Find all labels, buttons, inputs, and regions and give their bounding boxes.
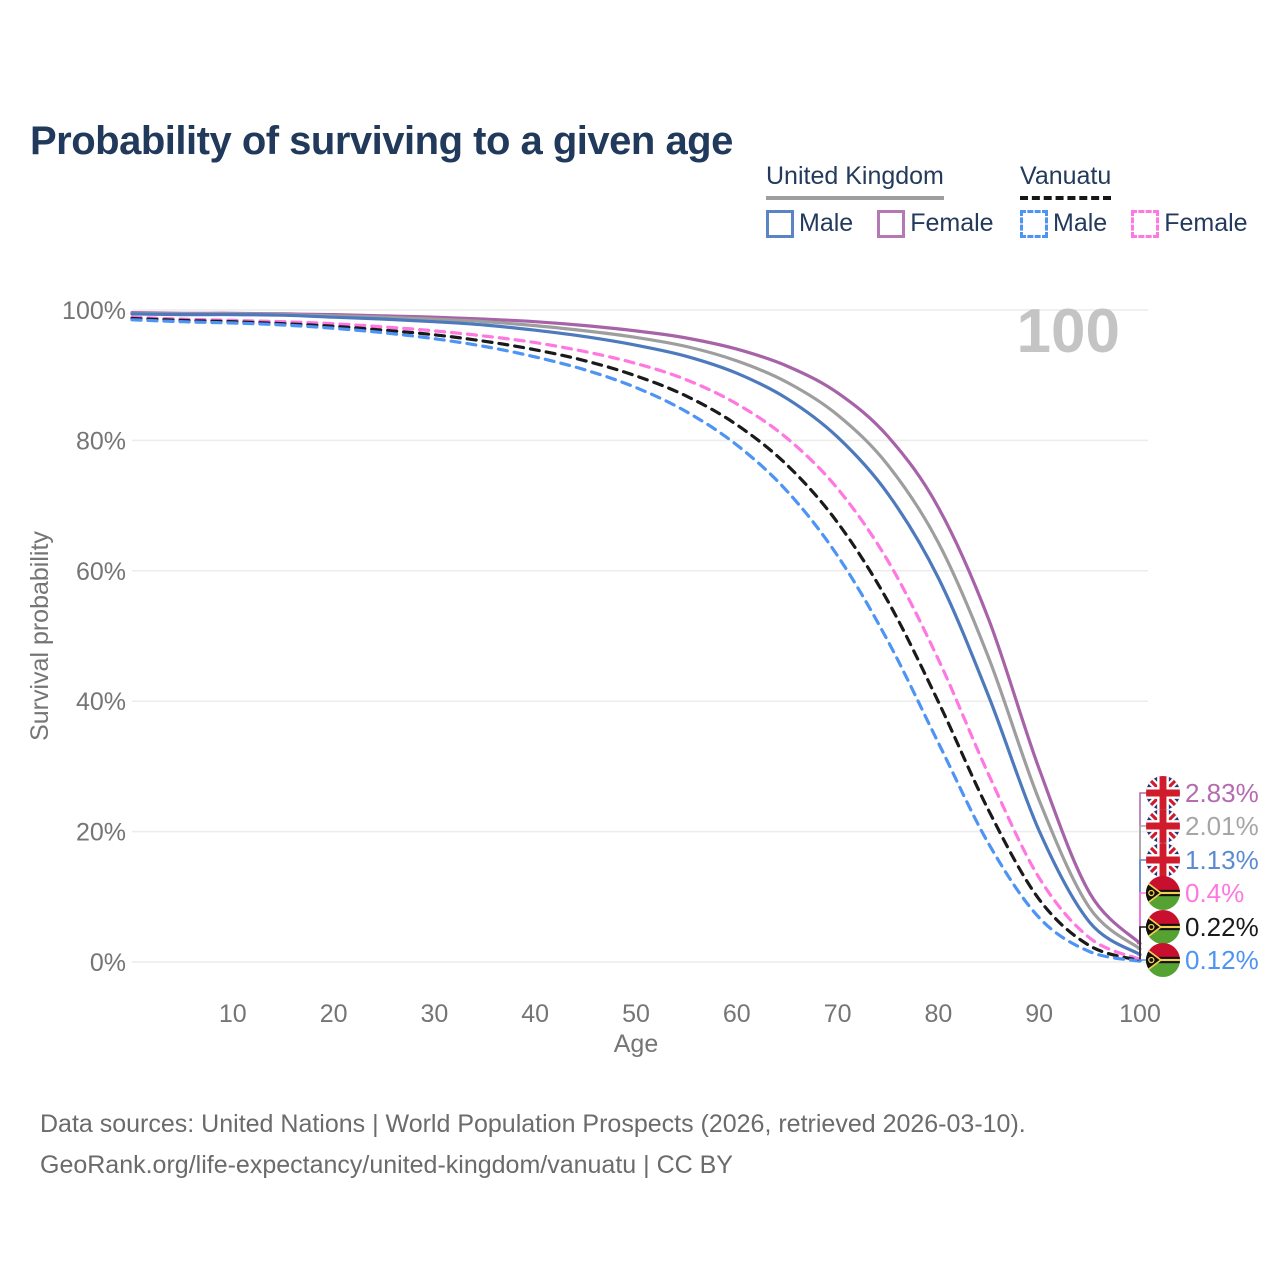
legend-group-united-kingdom: United Kingdom Male Female [766,162,1018,238]
vanuatu-flag-icon [1146,943,1180,977]
end-label-uk_male: 1.13% [1146,842,1259,878]
data-sources-text: Data sources: United Nations | World Pop… [40,1110,1026,1138]
x-tick-label: 80 [924,1000,952,1028]
x-tick-label: 100 [1119,1000,1161,1028]
x-tick-label: 50 [622,1000,650,1028]
end-label-vu_female: 0.4% [1146,875,1244,911]
y-tick-label: 100% [62,297,126,325]
end-value: 1.13% [1185,844,1259,875]
legend-label: Female [1164,209,1248,237]
legend-item-vanuatu-male[interactable]: Male [1020,209,1107,238]
legend-label: Male [799,209,854,237]
vanuatu-male-swatch-icon [1020,209,1048,238]
uk-flag-icon [1146,843,1180,877]
x-tick-label: 70 [824,1000,852,1028]
y-axis-title: Survival probability [26,531,54,741]
vanuatu-female-swatch-icon [1131,209,1160,238]
end-label-uk_both: 2.01% [1146,808,1259,844]
end-value: 0.12% [1185,944,1259,975]
y-tick-label: 20% [76,819,126,847]
end-value: 0.4% [1185,877,1245,908]
y-tick-label: 40% [76,688,126,716]
curve-uk_both[interactable] [130,311,1142,951]
x-axis-title: Age [614,1030,658,1058]
chart-title: Probability of surviving to a given age [30,118,733,163]
legend-item-uk-female[interactable]: Female [877,209,994,238]
vanuatu-flag-icon [1146,910,1180,944]
end-value: 0.22% [1185,911,1259,942]
legend-item-uk-male[interactable]: Male [766,209,853,238]
end-label-vu_both: 0.22% [1146,909,1259,945]
x-tick-label: 90 [1025,1000,1053,1028]
y-tick-label: 0% [90,949,126,977]
x-tick-label: 20 [320,1000,348,1028]
end-label-uk_female: 2.83% [1146,775,1259,811]
curve-vu_both[interactable] [130,316,1142,963]
x-tick-label: 60 [723,1000,751,1028]
uk-male-swatch-icon [766,209,794,238]
end-label-connector [1137,959,1149,962]
legend-country-united-kingdom: United Kingdom [766,162,944,200]
y-tick-label: 60% [76,558,126,586]
curve-vu_male[interactable] [130,318,1142,963]
legend-label: Male [1053,209,1108,237]
end-value: 2.01% [1185,810,1259,841]
uk-flag-icon [1146,809,1180,843]
x-tick-label: 30 [420,1000,448,1028]
curve-uk_female[interactable] [130,311,1142,946]
curve-vu_female[interactable] [130,315,1142,961]
legend-group-vanuatu: Vanuatu Male Female [1020,162,1272,238]
footer: Data sources: United Nations | World Pop… [40,1104,1026,1186]
x-tick-label: 40 [521,1000,549,1028]
hovered-age-watermark: 100 [1016,297,1120,366]
legend-label: Female [910,209,994,237]
curve-uk_male[interactable] [130,312,1142,957]
end-value: 2.83% [1185,777,1259,808]
x-tick-label: 10 [219,1000,247,1028]
end-label-vu_male: 0.12% [1146,942,1259,978]
uk-female-swatch-icon [877,209,906,238]
legend-item-vanuatu-female[interactable]: Female [1131,209,1248,238]
y-tick-label: 80% [76,427,126,455]
vanuatu-flag-icon [1146,876,1180,910]
attribution-text: GeoRank.org/life-expectancy/united-kingd… [40,1151,733,1179]
uk-flag-icon [1146,776,1180,810]
legend-country-vanuatu: Vanuatu [1020,162,1112,200]
